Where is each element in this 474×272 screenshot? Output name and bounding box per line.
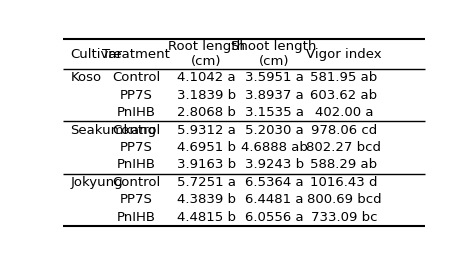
Text: PP7S: PP7S bbox=[120, 141, 153, 154]
Text: 402.00 a: 402.00 a bbox=[315, 106, 373, 119]
Text: PP7S: PP7S bbox=[120, 89, 153, 102]
Text: 3.5951 a: 3.5951 a bbox=[245, 72, 303, 85]
Text: Cultivar: Cultivar bbox=[70, 48, 122, 61]
Text: 581.95 ab: 581.95 ab bbox=[310, 72, 378, 85]
Text: Control: Control bbox=[112, 176, 161, 189]
Text: 3.9163 b: 3.9163 b bbox=[177, 158, 236, 171]
Text: PnIHB: PnIHB bbox=[117, 106, 156, 119]
Text: 588.29 ab: 588.29 ab bbox=[310, 158, 377, 171]
Text: 1016.43 d: 1016.43 d bbox=[310, 176, 378, 189]
Text: Root length
(cm): Root length (cm) bbox=[168, 40, 245, 68]
Text: Control: Control bbox=[112, 72, 161, 85]
Text: 6.5364 a: 6.5364 a bbox=[245, 176, 303, 189]
Text: PnIHB: PnIHB bbox=[117, 211, 156, 224]
Text: 5.2030 a: 5.2030 a bbox=[245, 124, 303, 137]
Text: 6.0556 a: 6.0556 a bbox=[245, 211, 303, 224]
Text: Treatment: Treatment bbox=[102, 48, 170, 61]
Text: 3.9243 b: 3.9243 b bbox=[245, 158, 304, 171]
Text: 978.06 cd: 978.06 cd bbox=[311, 124, 377, 137]
Text: 5.7251 a: 5.7251 a bbox=[177, 176, 236, 189]
Text: Shoot length
(cm): Shoot length (cm) bbox=[231, 40, 317, 68]
Text: PnIHB: PnIHB bbox=[117, 158, 156, 171]
Text: Koso: Koso bbox=[70, 72, 101, 85]
Text: Jokyung: Jokyung bbox=[70, 176, 123, 189]
Text: 4.1042 a: 4.1042 a bbox=[177, 72, 236, 85]
Text: 4.6951 b: 4.6951 b bbox=[177, 141, 236, 154]
Text: Vigor index: Vigor index bbox=[306, 48, 382, 61]
Text: 6.4481 a: 6.4481 a bbox=[245, 193, 303, 206]
Text: 2.8068 b: 2.8068 b bbox=[177, 106, 236, 119]
Text: 3.8937 a: 3.8937 a bbox=[245, 89, 303, 102]
Text: 802.27 bcd: 802.27 bcd bbox=[307, 141, 382, 154]
Text: 603.62 ab: 603.62 ab bbox=[310, 89, 377, 102]
Text: Control: Control bbox=[112, 124, 161, 137]
Text: 3.1535 a: 3.1535 a bbox=[245, 106, 304, 119]
Text: 4.4815 b: 4.4815 b bbox=[177, 211, 236, 224]
Text: 4.3839 b: 4.3839 b bbox=[177, 193, 236, 206]
Text: 3.1839 b: 3.1839 b bbox=[177, 89, 236, 102]
Text: PP7S: PP7S bbox=[120, 193, 153, 206]
Text: 4.6888 ab: 4.6888 ab bbox=[241, 141, 308, 154]
Text: 733.09 bc: 733.09 bc bbox=[310, 211, 377, 224]
Text: 800.69 bcd: 800.69 bcd bbox=[307, 193, 381, 206]
Text: Seakumkang: Seakumkang bbox=[70, 124, 156, 137]
Text: 5.9312 a: 5.9312 a bbox=[177, 124, 236, 137]
